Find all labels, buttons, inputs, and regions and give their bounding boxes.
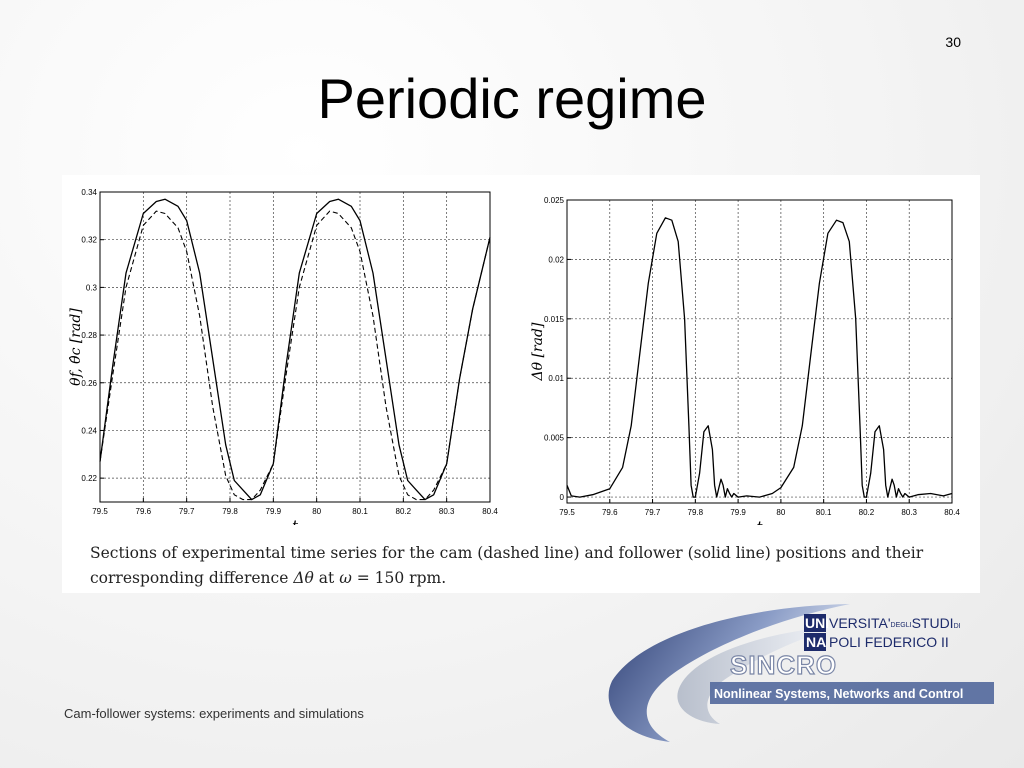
series-line-dashed: [99, 210, 491, 501]
x-axis-label: t: [756, 518, 763, 525]
logo-na-box: [804, 633, 826, 651]
caption-delta-theta: Δθ: [293, 569, 314, 587]
logo-poli-federico: POLI FEDERICO II: [829, 634, 949, 650]
x-tick-label: 80.2: [396, 507, 412, 516]
figure-panel: 79.5 79.6 79.7 79.8 79.9 80 80.1 80.2 80.3 80.4 0.…: [62, 175, 980, 593]
x-tick-label: 79.8: [222, 507, 238, 516]
x-tick-label: 80.3: [439, 507, 455, 516]
y-tick-label: 0.24: [81, 426, 97, 435]
x-tick-label: 80: [312, 507, 321, 516]
series-line-solid: [566, 217, 953, 498]
x-tick-label: 80.1: [816, 508, 832, 517]
y-tick-label: 0.34: [81, 188, 97, 197]
y-tick-label: 0.22: [81, 474, 97, 483]
slide-number: 30: [945, 34, 961, 50]
x-tick-label: 80.3: [901, 508, 917, 517]
caption-line-2: corresponding difference Δθ at ω = 150 r…: [90, 566, 970, 591]
logo-tagline-band: [710, 682, 994, 704]
y-tick-label: 0.02: [548, 255, 564, 264]
chart-2: 79.5 79.6 79.7 79.8 79.9 80 80.1 80.2 80.3 80.4 0 0…: [530, 196, 960, 525]
plots-figure: 79.5 79.6 79.7 79.8 79.9 80 80.1 80.2 80.3 80.4 0.…: [68, 188, 960, 525]
y-tick-label: 0.005: [544, 434, 565, 443]
x-tick-label: 79.5: [559, 508, 575, 517]
plot-frame: [566, 199, 953, 504]
x-tick-label: 79.6: [136, 507, 152, 516]
figure-caption: Sections of experimental time series for…: [90, 541, 970, 591]
x-tick-label: 80.4: [482, 507, 498, 516]
x-tick-label: 80.4: [944, 508, 960, 517]
x-tick-label: 79.8: [688, 508, 704, 517]
y-tick-label: 0.26: [81, 379, 97, 388]
logo-tagline: Nonlinear Systems, Networks and Control: [714, 687, 963, 701]
footer-text: Cam-follower systems: experiments and si…: [64, 706, 364, 721]
chart-1: 79.5 79.6 79.7 79.8 79.9 80 80.1 80.2 80.3 80.4 0.…: [68, 188, 498, 525]
x-tick-label: 79.9: [730, 508, 746, 517]
x-tick-label: 80.2: [859, 508, 875, 517]
y-tick-label: 0.015: [544, 315, 565, 324]
caption-line-2-prefix: corresponding difference: [90, 569, 294, 587]
x-tick-label: 79.9: [266, 507, 282, 516]
x-tick-label: 80.1: [352, 507, 368, 516]
y-tick-label: 0: [560, 493, 565, 502]
caption-line-2-suffix: = 150 rpm.: [351, 569, 447, 587]
y-tick-label: 0.025: [544, 196, 565, 205]
logo-swoosh-inner: [677, 626, 840, 724]
logo-versita: VERSITA'DEGLISTUDIDI: [829, 615, 961, 631]
y-axis-label: Δθ [rad]: [530, 322, 546, 381]
logo-na: NA: [806, 634, 826, 650]
university-logo: Nonlinear Systems, Networks and Control …: [608, 604, 994, 742]
x-tick-label: 79.7: [179, 507, 195, 516]
x-tick-label: 80: [776, 508, 785, 517]
logo-sincro: SINCRO: [730, 650, 837, 680]
series-line-solid: [99, 198, 491, 501]
y-tick-label: 0.01: [548, 374, 564, 383]
slide-title: Periodic regime: [317, 67, 707, 130]
y-tick-label: 0.3: [86, 283, 98, 292]
caption-line-2-mid: at: [313, 569, 340, 587]
y-tick-label: 0.28: [81, 331, 97, 340]
y-axis-label: θf, θ̂c [rad]: [68, 308, 84, 386]
y-tick-label: 0.32: [81, 236, 97, 245]
caption-line-1: Sections of experimental time series for…: [90, 544, 924, 562]
plot-frame: [99, 191, 491, 503]
logo-swoosh-outer: [608, 604, 850, 742]
caption-omega: ω: [339, 569, 352, 587]
x-axis-label: t: [292, 517, 299, 525]
x-tick-label: 79.6: [602, 508, 618, 517]
logo-uni-box: [804, 614, 826, 632]
x-tick-label: 79.5: [92, 507, 108, 516]
logo-uni: UNI: [805, 615, 829, 631]
x-tick-label: 79.7: [645, 508, 661, 517]
